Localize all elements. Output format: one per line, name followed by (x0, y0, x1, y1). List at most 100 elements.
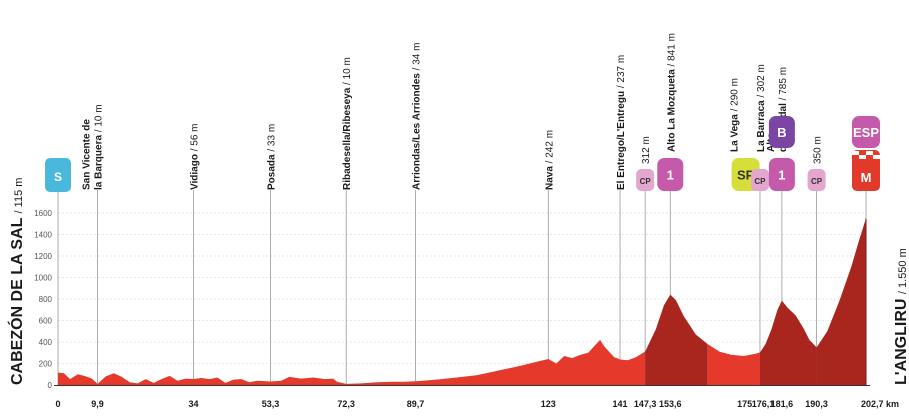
special-climb-marker: ESP (852, 116, 880, 148)
place-label: El Entrego/L'Entregu / 237 m (616, 55, 627, 190)
place-name: 312 m (641, 136, 652, 164)
place-label: 350 m (813, 136, 824, 164)
km-tick-label: 0 (55, 399, 60, 409)
climb-category-marker-label: 1 (778, 168, 785, 183)
finish-checker (852, 151, 859, 155)
bonus-marker-label: B (777, 125, 786, 140)
place-altitude: / 785 m (778, 67, 789, 100)
climb-category-marker: 1 (657, 158, 684, 191)
place-name: Vidiago / 56 m (190, 123, 201, 190)
start-finish-labels: CABEZÓN DE LA SAL / 115 m L'ANGLIRU / 1.5… (7, 178, 909, 385)
bonus-marker-shape (768, 116, 795, 148)
profile-segment (707, 344, 760, 385)
place-name: 350 m (813, 136, 824, 164)
place-altitude: / 33 m (266, 124, 277, 152)
place-altitude: / 290 m (730, 78, 741, 111)
km-tick-label: 53,3 (262, 399, 280, 409)
y-axis-ticks: 0 200 400 600 800 1000 1200 1400 1600 (34, 209, 52, 390)
place-name: Nava / 242 m (544, 130, 555, 190)
climb-category-marker: 1 (768, 158, 795, 191)
place-altitude: / 242 m (544, 130, 555, 163)
start-town-label: CABEZÓN DE LA SAL / 115 m (7, 178, 26, 385)
place-label: San Vicente de la Barquera / 10 m (81, 104, 104, 190)
place-label: Posada / 33 m (266, 124, 277, 190)
start-town-altitude: / 115 m (13, 178, 25, 214)
start-marker-shape (45, 158, 71, 192)
finish-town-label: L'ANGLIRU / 1.550 m (893, 248, 909, 385)
place-label: Ribadesella/Ribeseya / 10 m (342, 57, 353, 190)
start-marker: S (45, 158, 71, 192)
place-label: Vidiago / 56 m (190, 123, 201, 190)
place-name: la Barquera / 10 m (93, 104, 104, 190)
checkpoint-marker-label: CP (754, 177, 766, 186)
checkpoint-marker-shape (636, 169, 655, 191)
profile-segment (58, 339, 646, 385)
place-label: Alto La Mozqueta / 841 m (666, 33, 677, 152)
checkpoint-marker: CP (807, 169, 826, 191)
profile-segment (816, 218, 866, 385)
profile-segment (759, 300, 817, 385)
km-axis: 0 9,9 34 53,3 72,3 89,7 123 141 147,3 153,6 175 176… (54, 385, 899, 409)
start-marker-label: S (54, 170, 62, 184)
y-tick-label: 1000 (34, 274, 52, 283)
place-name: San Vicente de (81, 119, 92, 190)
y-tick-label: 800 (39, 295, 53, 304)
km-tick-label: 190,3 (805, 399, 828, 409)
finish-marker-shape (852, 150, 880, 191)
km-tick-label: 141 (613, 399, 628, 409)
climb-category-marker-shape (768, 158, 795, 191)
start-town-name: CABEZÓN DE LA SAL / 115 m (7, 178, 26, 385)
y-tick-label: 600 (39, 317, 53, 326)
y-tick-label: 1400 (34, 231, 52, 240)
finish-marker: M (852, 150, 880, 191)
km-tick-label: 175 (737, 399, 752, 409)
place-name: Arriondas/Les Arriondes / 34 m (412, 43, 423, 190)
climb-category-marker-label: 1 (667, 168, 674, 183)
place-altitude: 312 m (641, 136, 652, 164)
place-altitude: / 34 m (412, 43, 423, 71)
y-tick-label: 1600 (34, 209, 52, 218)
sprint-marker-label: SP (737, 168, 755, 183)
profile-segment (645, 294, 708, 385)
place-altitude: / 302 m (756, 64, 767, 97)
profile-areas (58, 218, 867, 385)
place-label: Arriondas/Les Arriondes / 34 m (412, 43, 423, 190)
y-tick-label: 1200 (34, 252, 52, 261)
place-name: Ribadesella/Ribeseya / 10 m (342, 57, 353, 190)
km-tick-label: 176,1 (752, 399, 775, 409)
km-tick-label: 202,7 km (861, 399, 899, 409)
checkpoint-marker: CP (636, 169, 655, 191)
special-climb-marker-label: ESP (853, 125, 879, 140)
place-altitude: / 841 m (666, 33, 677, 66)
finish-checker (873, 155, 880, 159)
place-label: La Barraca / 302 m (756, 64, 767, 152)
checkpoint-marker-shape (807, 169, 826, 191)
climb-category-marker-shape (657, 158, 684, 191)
finish-town-name: L'ANGLIRU / 1.550 m (893, 248, 909, 385)
finish-checker (859, 155, 866, 159)
finish-checker (866, 151, 873, 155)
checkpoint-marker-label: CP (811, 177, 823, 186)
y-tick-label: 400 (39, 338, 53, 347)
place-label: La Vega / 290 m (730, 78, 741, 152)
place-label: 312 m (641, 136, 652, 164)
km-tick-label: 34 (189, 399, 199, 409)
place-altitude: / 10 m (93, 104, 104, 132)
place-stems (57, 190, 867, 385)
place-name: del Cordal / 785 m (778, 67, 789, 152)
place-altitude: / 237 m (616, 55, 627, 88)
km-tick-label: 9,9 (91, 399, 104, 409)
checkpoint-marker: CP (750, 169, 769, 191)
place-labels: San Vicente de la Barquera / 10 m Vidiago … (81, 33, 823, 190)
place-label: Nava / 242 m (544, 130, 555, 190)
place-name: El Entrego/L'Entregu / 237 m (616, 55, 627, 190)
km-tick-label: 89,7 (407, 399, 425, 409)
place-name: La Vega / 290 m (730, 78, 741, 152)
place-altitude: / 56 m (190, 123, 201, 151)
y-tick-label: 200 (39, 360, 53, 369)
place-name: Posada / 33 m (266, 124, 277, 190)
km-tick-label: 123 (541, 399, 556, 409)
